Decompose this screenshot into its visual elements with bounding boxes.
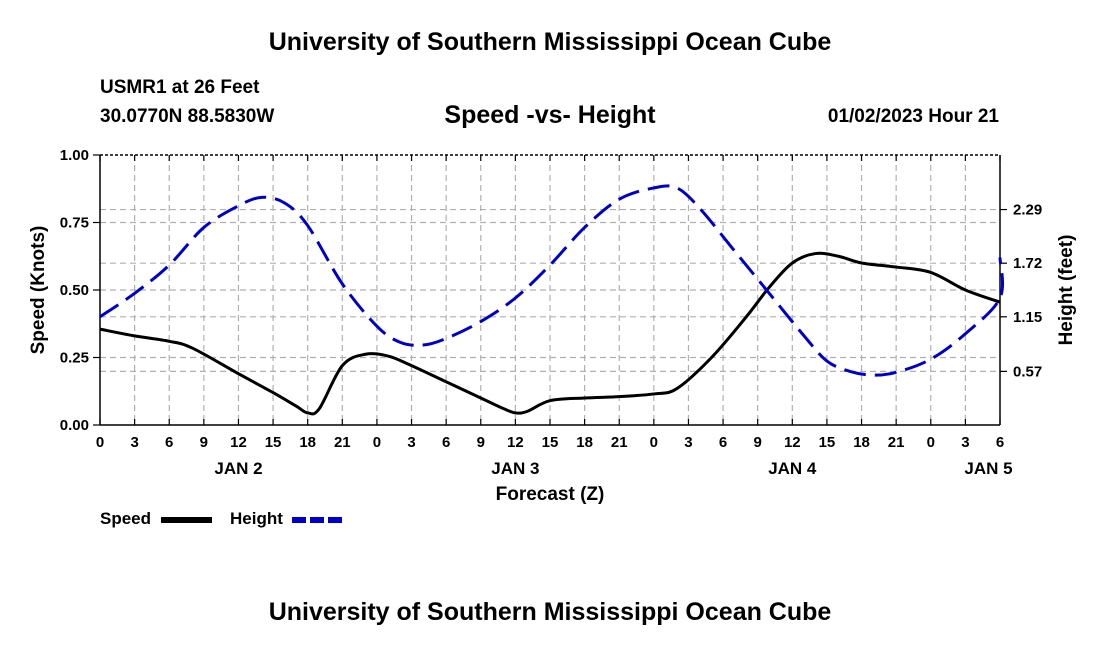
x-tick-label: 0 xyxy=(927,434,935,451)
y-right-axis-title: Height (feet) xyxy=(1056,235,1077,346)
x-tick-label: 15 xyxy=(542,434,559,451)
y-left-tick-label: 0.75 xyxy=(60,215,89,232)
x-tick-label: 9 xyxy=(477,434,485,451)
x-day-label: JAN 3 xyxy=(491,459,539,478)
x-tick-label: 12 xyxy=(230,434,247,451)
x-tick-label: 21 xyxy=(888,434,905,451)
x-day-label: JAN 5 xyxy=(964,459,1012,478)
x-tick-label: 21 xyxy=(611,434,628,451)
coordinates-label: 30.0770N 88.5830W xyxy=(100,106,275,127)
x-tick-label: 3 xyxy=(684,434,692,451)
date-label: 01/02/2023 Hour 21 xyxy=(827,106,999,127)
legend-speed-label: Speed xyxy=(100,509,152,528)
x-tick-label: 18 xyxy=(853,434,870,451)
x-tick-label: 3 xyxy=(130,434,138,451)
x-tick-label: 6 xyxy=(165,434,173,451)
x-tick-label: 12 xyxy=(507,434,524,451)
y-left-tick-label: 1.00 xyxy=(60,147,89,164)
y-left-tick-label: 0.25 xyxy=(60,350,89,367)
x-tick-label: 9 xyxy=(754,434,762,451)
series-line-height xyxy=(99,184,1005,377)
y-left-axis-title: Speed (Knots) xyxy=(28,226,49,355)
x-tick-label: 6 xyxy=(442,434,450,451)
series-line-speed xyxy=(99,251,1001,416)
y-right-tick-label: 0.57 xyxy=(1013,363,1042,380)
x-tick-label: 0 xyxy=(96,434,104,451)
page-title-bottom: University of Southern Mississippi Ocean… xyxy=(268,598,832,626)
y-left-tick-label: 0.00 xyxy=(60,417,89,434)
y-right-tick-label: 2.29 xyxy=(1013,202,1042,219)
x-tick-label: 6 xyxy=(996,434,1004,451)
x-tick-label: 3 xyxy=(961,434,969,451)
y-right-tick-label: 1.72 xyxy=(1013,255,1042,272)
x-tick-label: 9 xyxy=(200,434,208,451)
x-tick-label: 21 xyxy=(334,434,351,451)
x-tick-label: 6 xyxy=(719,434,727,451)
x-tick-label: 0 xyxy=(650,434,658,451)
x-tick-label: 18 xyxy=(299,434,316,451)
legend-speed-swatch xyxy=(161,517,212,523)
x-tick-label: 15 xyxy=(819,434,836,451)
x-tick-label: 3 xyxy=(407,434,415,451)
legend-height-label: Height xyxy=(230,509,283,528)
x-tick-label: 0 xyxy=(373,434,381,451)
x-tick-label: 18 xyxy=(576,434,593,451)
x-axis-title: Forecast (Z) xyxy=(496,484,605,505)
x-tick-label: 12 xyxy=(784,434,801,451)
x-tick-label: 15 xyxy=(265,434,282,451)
legend-height-swatch xyxy=(292,517,342,523)
chart-title: Speed -vs- Height xyxy=(444,101,656,129)
page-title-top: University of Southern Mississippi Ocean… xyxy=(268,28,832,56)
station-label: USMR1 at 26 Feet xyxy=(100,77,260,98)
y-left-tick-label: 0.50 xyxy=(60,282,89,299)
x-day-label: JAN 4 xyxy=(768,459,817,478)
x-day-label: JAN 2 xyxy=(214,459,262,478)
y-right-tick-label: 1.15 xyxy=(1013,309,1042,326)
